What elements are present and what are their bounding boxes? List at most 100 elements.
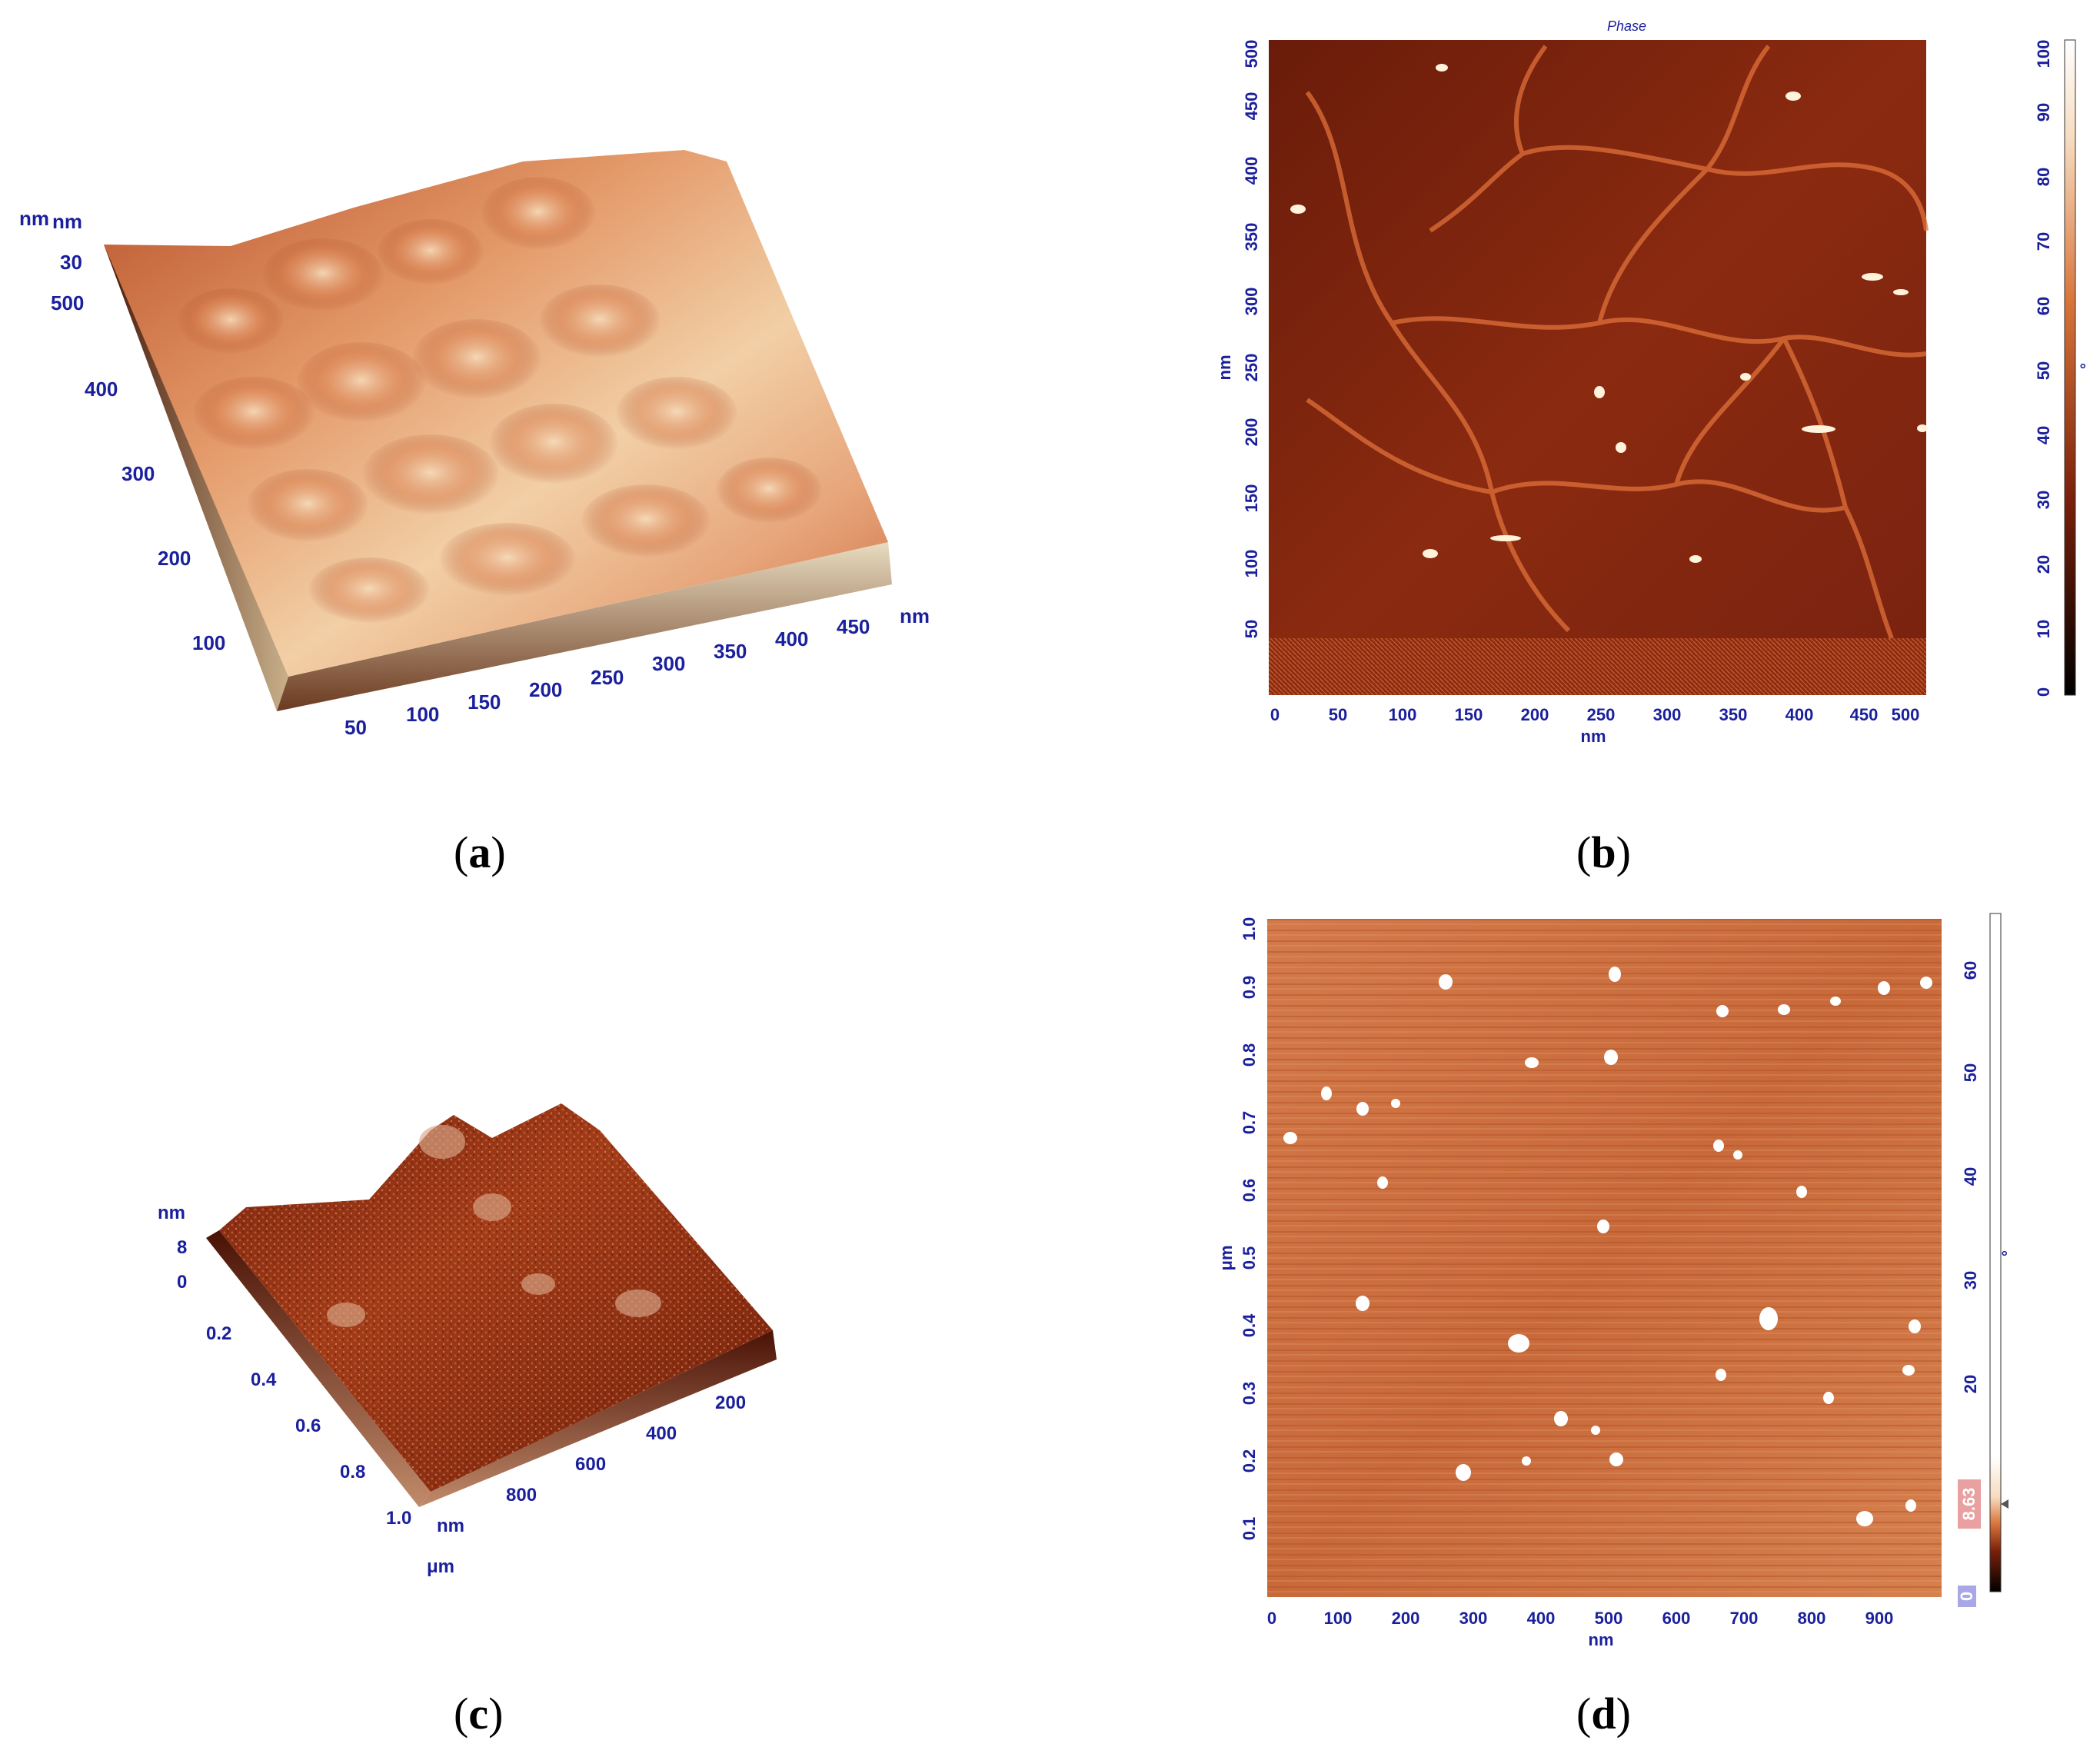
b-scale-tick-10: 10	[2034, 620, 2053, 638]
caption-a-letter: a	[468, 827, 491, 877]
d-x-tick-800: 800	[1798, 1609, 1826, 1628]
surface-c-texture	[219, 1103, 773, 1492]
c-x-tick-200: 200	[715, 1393, 746, 1413]
panel-c-figure: nm 8 0 0.2 0.4 0.6 0.8 1.0 μm nm 800 600…	[158, 1103, 777, 1577]
panel-b-figure: Phase	[1215, 18, 2095, 746]
a-x-unit: nm	[900, 604, 930, 627]
b-x-tick-350: 350	[1719, 705, 1748, 724]
b-x-tick-450: 450	[1850, 705, 1879, 724]
b-x-unit: nm	[1581, 727, 1606, 746]
d-y-tick-0-9: 0.9	[1240, 976, 1259, 1000]
c-y-tick-0-8: 0.8	[340, 1462, 365, 1482]
a-x-tick-150: 150	[468, 690, 501, 714]
c-x-tick-600: 600	[575, 1454, 606, 1475]
d-x-tick-300: 300	[1459, 1609, 1488, 1628]
a-z-unit-label-2: nm	[52, 210, 82, 233]
b-scale-tick-20: 20	[2034, 555, 2053, 574]
d-scale-tick-60: 60	[1961, 961, 1980, 980]
b-y-tick-400: 400	[1242, 157, 1261, 185]
a-x-tick-250: 250	[591, 666, 624, 689]
b-title: Phase	[1607, 18, 1646, 34]
caption-c-letter: c	[468, 1689, 489, 1739]
phase-image-b-network	[1305, 45, 1929, 640]
b-x-tick-100: 100	[1389, 705, 1417, 724]
b-scale-tick-40: 40	[2034, 426, 2053, 444]
d-y-tick-0-8: 0.8	[1240, 1043, 1259, 1067]
b-y-tick-150: 150	[1242, 484, 1261, 513]
caption-b: (b)	[1576, 827, 1631, 877]
panel-c: nm 8 0 0.2 0.4 0.6 0.8 1.0 μm nm 800 600…	[0, 884, 1000, 1653]
a-y-tick-300: 300	[121, 462, 155, 485]
a-y-tick-100: 100	[192, 631, 225, 654]
b-y-tick-300: 300	[1242, 288, 1261, 316]
phase-image-b-bright-spots	[1290, 64, 1928, 563]
c-y-unit: μm	[427, 1556, 454, 1577]
c-x-unit: nm	[437, 1516, 464, 1536]
d-marker-min: 0	[1957, 1592, 1976, 1601]
surface-a-bumps	[177, 177, 823, 627]
d-x-tick-900: 900	[1865, 1609, 1894, 1628]
b-x-tick-400: 400	[1785, 705, 1814, 724]
c-z-unit: nm	[158, 1203, 185, 1223]
b-scale-unit: °	[2078, 363, 2095, 369]
d-scale-unit: °	[2000, 1250, 2017, 1256]
c-x-tick-400: 400	[646, 1423, 677, 1444]
b-x-tick-0: 0	[1270, 705, 1280, 724]
surface-c-peaks	[327, 1125, 661, 1327]
d-scale-tick-20: 20	[1961, 1375, 1980, 1393]
a-x-tick-100: 100	[406, 703, 439, 726]
a-z-tick-500: 500	[51, 291, 84, 314]
surface-a-left-wall	[104, 245, 288, 711]
d-x-tick-400: 400	[1527, 1609, 1556, 1628]
b-y-tick-500: 500	[1242, 40, 1261, 68]
c-x-tick-800: 800	[506, 1485, 537, 1506]
b-scale-tick-80: 80	[2034, 168, 2053, 186]
b-y-tick-350: 350	[1242, 223, 1261, 251]
surface-a-front-wall	[277, 542, 892, 711]
phase-image-b-scan-artifact	[1269, 638, 1926, 695]
panel-d: 0 100 200 300 400 500 600 700 800 900 nm…	[1200, 884, 2100, 1653]
c-y-tick-0-6: 0.6	[295, 1416, 321, 1436]
d-y-tick-0-2: 0.2	[1240, 1449, 1259, 1473]
panel-a-figure: nm nm 30 500 400 300 200 100 50 100 150 …	[19, 150, 930, 739]
d-x-unit: nm	[1589, 1630, 1614, 1649]
caption-a: (a)	[454, 827, 506, 877]
caption-d-letter: d	[1591, 1689, 1616, 1739]
a-x-tick-300: 300	[652, 652, 685, 675]
b-y-tick-200: 200	[1242, 418, 1261, 447]
d-x-tick-500: 500	[1595, 1609, 1623, 1628]
a-z-unit-label-1: nm	[19, 207, 49, 230]
d-x-tick-100: 100	[1324, 1609, 1353, 1628]
a-y-tick-200: 200	[158, 547, 191, 570]
d-scale-tick-30: 30	[1961, 1271, 1980, 1289]
b-y-tick-100: 100	[1242, 550, 1261, 578]
b-x-tick-250: 250	[1587, 705, 1616, 724]
a-x-tick-400: 400	[775, 627, 808, 651]
b-scale-tick-60: 60	[2034, 297, 2053, 315]
c-y-tick-0-4: 0.4	[251, 1369, 277, 1390]
c-y-tick-1-0: 1.0	[386, 1508, 411, 1529]
panel-d-figure: 0 100 200 300 400 500 600 700 800 900 nm…	[1216, 913, 2017, 1649]
c-y-tick-0-2: 0.2	[206, 1323, 231, 1344]
d-marker-value: 8.63	[1959, 1488, 1979, 1521]
b-x-tick-500: 500	[1892, 705, 1920, 724]
d-min-badge	[1958, 1586, 1976, 1607]
phase-image-b	[1269, 40, 1926, 695]
c-z-tick-8: 8	[177, 1237, 187, 1258]
phase-image-d-particles	[1283, 967, 1932, 1526]
a-x-tick-450: 450	[837, 615, 870, 638]
d-scale-tick-50: 50	[1961, 1063, 1980, 1082]
b-color-scale	[2064, 39, 2076, 696]
b-scale-tick-50: 50	[2034, 361, 2053, 380]
d-color-scale	[1989, 913, 2002, 1592]
phase-image-d-scanlines	[1267, 919, 1942, 1597]
caption-b-letter: b	[1591, 827, 1616, 877]
panel-b: Phase	[1200, 0, 2100, 769]
b-y-unit: nm	[1215, 355, 1234, 381]
b-y-tick-250: 250	[1242, 354, 1261, 382]
b-y-tick-50: 50	[1242, 620, 1261, 638]
d-marker-badge	[1958, 1479, 1981, 1529]
b-x-tick-150: 150	[1455, 705, 1483, 724]
d-y-tick-0-6: 0.6	[1240, 1179, 1259, 1203]
d-y-tick-0-1: 0.1	[1240, 1517, 1259, 1541]
